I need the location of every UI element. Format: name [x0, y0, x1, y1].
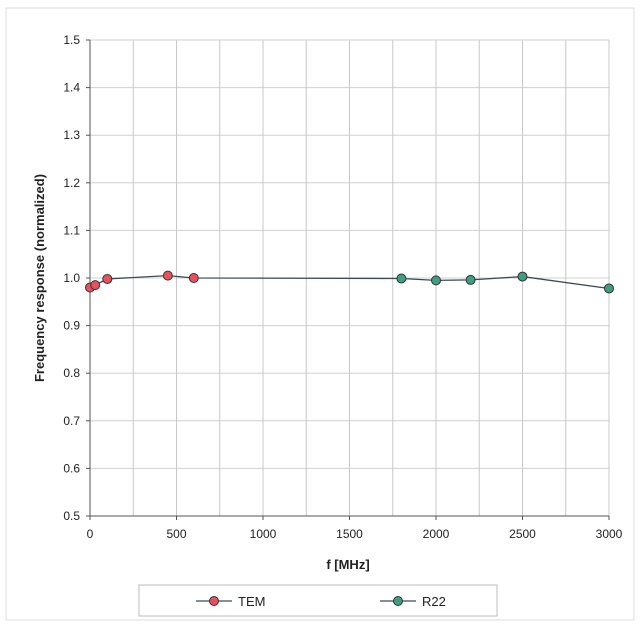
x-tick-label: 1500: [336, 527, 363, 541]
y-tick-label: 0.6: [63, 461, 80, 475]
y-tick-label: 1.4: [63, 81, 80, 95]
y-tick-label: 1.2: [63, 176, 80, 190]
legend-label-r22: R22: [422, 594, 446, 609]
y-tick-label: 1.3: [63, 128, 80, 142]
axes: [86, 39, 610, 520]
legend-marker-tem: [209, 596, 219, 606]
y-tick-label: 1.0: [63, 271, 80, 285]
data-point-tem: [162, 270, 173, 281]
y-tick-label: 1.1: [63, 223, 80, 237]
legend: TEM R22: [138, 584, 498, 617]
x-tick-label: 3000: [596, 527, 623, 541]
x-tick-labels: 0 500 1000 1500 2000 2500 3000: [87, 527, 623, 541]
y-tick-labels: 0.5 0.6 0.7 0.8 0.9 1.0 1.1 1.2 1.3 1.4 1.5: [63, 33, 80, 523]
series-group: [85, 270, 614, 294]
data-point-r22: [465, 274, 476, 285]
y-axis-label: Frequency response (normalized): [32, 174, 47, 382]
x-tick-label: 0: [87, 527, 94, 541]
y-tick-label: 0.9: [63, 319, 80, 333]
x-tick-label: 2500: [509, 527, 536, 541]
legend-marker-r22: [393, 596, 403, 606]
chart-area-border: [5, 7, 635, 621]
series-line: [89, 274, 610, 290]
y-tick-label: 0.5: [63, 509, 80, 523]
x-axis-label: f [MHz]: [326, 557, 369, 572]
data-point-tem: [102, 273, 113, 284]
legend-label-tem: TEM: [238, 594, 265, 609]
data-point-tem: [90, 280, 101, 291]
y-tick-label: 0.7: [63, 414, 80, 428]
x-tick-label: 1000: [250, 527, 277, 541]
data-point-tem: [188, 273, 199, 283]
data-point-r22: [517, 271, 528, 282]
x-tick-label: 500: [166, 527, 186, 541]
data-point-r22: [604, 283, 614, 294]
x-tick-label: 2000: [423, 527, 450, 541]
data-point-r22: [396, 273, 407, 284]
y-tick-label: 1.5: [63, 33, 80, 47]
data-point-r22: [431, 275, 441, 286]
y-tick-label: 0.8: [63, 366, 80, 380]
